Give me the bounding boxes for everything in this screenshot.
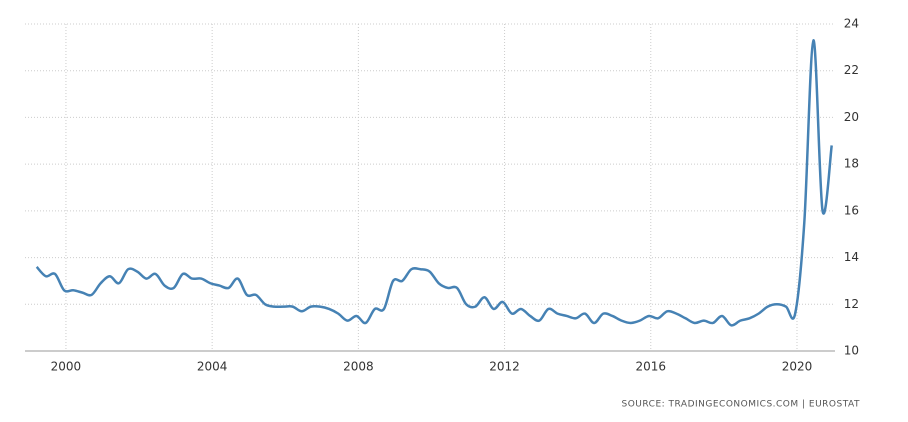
x-tick-label: 2020 (782, 360, 813, 374)
y-tick-label: 16 (844, 203, 859, 217)
x-tick-label: 2000 (51, 360, 82, 374)
y-tick-label: 10 (844, 344, 859, 358)
x-tick-label: 2008 (343, 360, 374, 374)
x-tick-label: 2016 (636, 360, 667, 374)
y-tick-label: 20 (844, 110, 859, 124)
y-tick-label: 12 (844, 297, 859, 311)
y-tick-label: 22 (844, 63, 859, 77)
y-tick-label: 14 (844, 250, 859, 264)
source: SOURCE: TRADINGECONOMICS.COM | EUROSTAT (621, 400, 860, 410)
y-tick-label: 24 (844, 17, 859, 31)
y-tick-label: 18 (844, 157, 859, 171)
line (35, 39, 833, 327)
x-tick-label: 2012 (489, 360, 520, 374)
x-tick-label: 2004 (197, 360, 228, 374)
